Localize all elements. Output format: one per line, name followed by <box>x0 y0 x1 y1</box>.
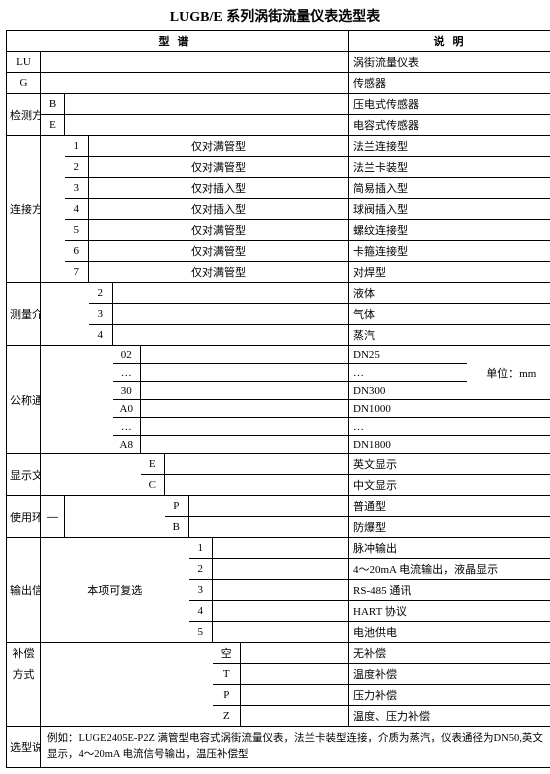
label-medium: 测量介质 <box>7 283 41 346</box>
code-out-1: 1 <box>189 538 213 559</box>
code-dn-5: A8 <box>113 436 141 454</box>
label-detect: 检测方式 <box>7 94 41 136</box>
desc-out-5: 电池供电 <box>349 622 550 643</box>
desc-detect-e: 电容式传感器 <box>349 115 550 136</box>
mid-conn-7: 仅对满管型 <box>89 262 349 283</box>
code-env-b: B <box>165 517 189 538</box>
code-env-p: P <box>165 496 189 517</box>
desc-env-p: 普通型 <box>349 496 550 517</box>
desc-g: 传感器 <box>349 73 550 94</box>
desc-med-2: 液体 <box>349 283 550 304</box>
code-disp-e: E <box>141 454 165 475</box>
desc-conn-1: 法兰连接型 <box>349 136 550 157</box>
desc-dn-3: DN1000 <box>349 400 550 418</box>
code-dn-1: … <box>113 364 141 382</box>
code-detect-b: B <box>41 94 65 115</box>
desc-out-2: 4～20mA 电流输出，液晶显示 <box>349 559 550 580</box>
desc-conn-3: 简易插入型 <box>349 178 550 199</box>
code-conn-3: 3 <box>65 178 89 199</box>
code-conn-5: 5 <box>65 220 89 241</box>
code-g: G <box>7 73 41 94</box>
desc-comp-p: 压力补偿 <box>349 685 550 706</box>
selection-table: 型谱 说明 LU 涡街流量仪表 G 传感器 检测方式 B 压电式传感器 E 电容… <box>6 30 550 768</box>
mid-conn-5: 仅对满管型 <box>89 220 349 241</box>
header-spec: 型谱 <box>7 31 349 52</box>
code-conn-1: 1 <box>65 136 89 157</box>
code-dn-0: 02 <box>113 346 141 364</box>
code-comp-z: Z <box>213 706 241 727</box>
code-out-2: 2 <box>189 559 213 580</box>
header-desc: 说明 <box>349 31 550 52</box>
desc-out-1: 脉冲输出 <box>349 538 550 559</box>
desc-conn-7: 对焊型 <box>349 262 550 283</box>
desc-conn-5: 螺纹连接型 <box>349 220 550 241</box>
mid-conn-3: 仅对插入型 <box>89 178 349 199</box>
desc-med-3: 气体 <box>349 304 550 325</box>
code-lu: LU <box>7 52 41 73</box>
code-disp-c: C <box>141 475 165 496</box>
desc-comp-t: 温度补偿 <box>349 664 550 685</box>
code-comp-0: 空 <box>213 643 241 664</box>
desc-disp-e: 英文显示 <box>349 454 550 475</box>
desc-disp-c: 中文显示 <box>349 475 550 496</box>
desc-dn-1: … <box>349 364 467 382</box>
code-dn-3: A0 <box>113 400 141 418</box>
output-note: 本项可复选 <box>41 538 189 643</box>
label-comp1: 补偿 <box>7 643 41 664</box>
code-dn-2: 30 <box>113 382 141 400</box>
example-text: 例如：LUGE2405E-P2Z 满管型电容式涡街流量仪表，法兰卡装型连接，介质… <box>41 727 550 768</box>
desc-comp-z: 温度、压力补偿 <box>349 706 550 727</box>
desc-detect-b: 压电式传感器 <box>349 94 550 115</box>
mid-conn-4: 仅对插入型 <box>89 199 349 220</box>
desc-out-4: HART 协议 <box>349 601 550 622</box>
code-comp-t: T <box>213 664 241 685</box>
label-display: 显示文字 <box>7 454 41 496</box>
code-conn-7: 7 <box>65 262 89 283</box>
desc-conn-6: 卡箍连接型 <box>349 241 550 262</box>
code-med-3: 3 <box>89 304 113 325</box>
desc-dn-5: DN1800 <box>349 436 550 454</box>
mid-conn-6: 仅对满管型 <box>89 241 349 262</box>
code-conn-6: 6 <box>65 241 89 262</box>
label-output: 输出信号 <box>7 538 41 643</box>
code-out-5: 5 <box>189 622 213 643</box>
code-conn-2: 2 <box>65 157 89 178</box>
page-title: LUGB/E 系列涡街流量仪表选型表 <box>6 6 544 26</box>
label-env: 使用环境 <box>7 496 41 538</box>
mid-conn-1: 仅对满管型 <box>89 136 349 157</box>
code-out-3: 3 <box>189 580 213 601</box>
label-example: 选型说明 <box>7 727 41 768</box>
code-dn-4: … <box>113 418 141 436</box>
desc-lu: 涡街流量仪表 <box>349 52 550 73</box>
code-comp-p: P <box>213 685 241 706</box>
code-out-4: 4 <box>189 601 213 622</box>
env-dash: — <box>41 496 65 538</box>
desc-dn-0: DN25 <box>349 346 467 364</box>
desc-conn-4: 球阀插入型 <box>349 199 550 220</box>
desc-out-3: RS-485 通讯 <box>349 580 550 601</box>
desc-comp-0: 无补偿 <box>349 643 550 664</box>
code-med-4: 4 <box>89 325 113 346</box>
label-connect: 连接方式 <box>7 136 41 283</box>
dn-unit: 单位：mm <box>467 346 550 400</box>
mid-conn-2: 仅对满管型 <box>89 157 349 178</box>
desc-dn-4: … <box>349 418 550 436</box>
code-detect-e: E <box>41 115 65 136</box>
label-comp2: 方式 <box>7 664 41 685</box>
desc-env-b: 防爆型 <box>349 517 550 538</box>
desc-med-4: 蒸汽 <box>349 325 550 346</box>
desc-conn-2: 法兰卡装型 <box>349 157 550 178</box>
desc-dn-2: DN300 <box>349 382 467 400</box>
code-med-2: 2 <box>89 283 113 304</box>
code-conn-4: 4 <box>65 199 89 220</box>
label-dn: 公称通径 <box>7 346 41 454</box>
